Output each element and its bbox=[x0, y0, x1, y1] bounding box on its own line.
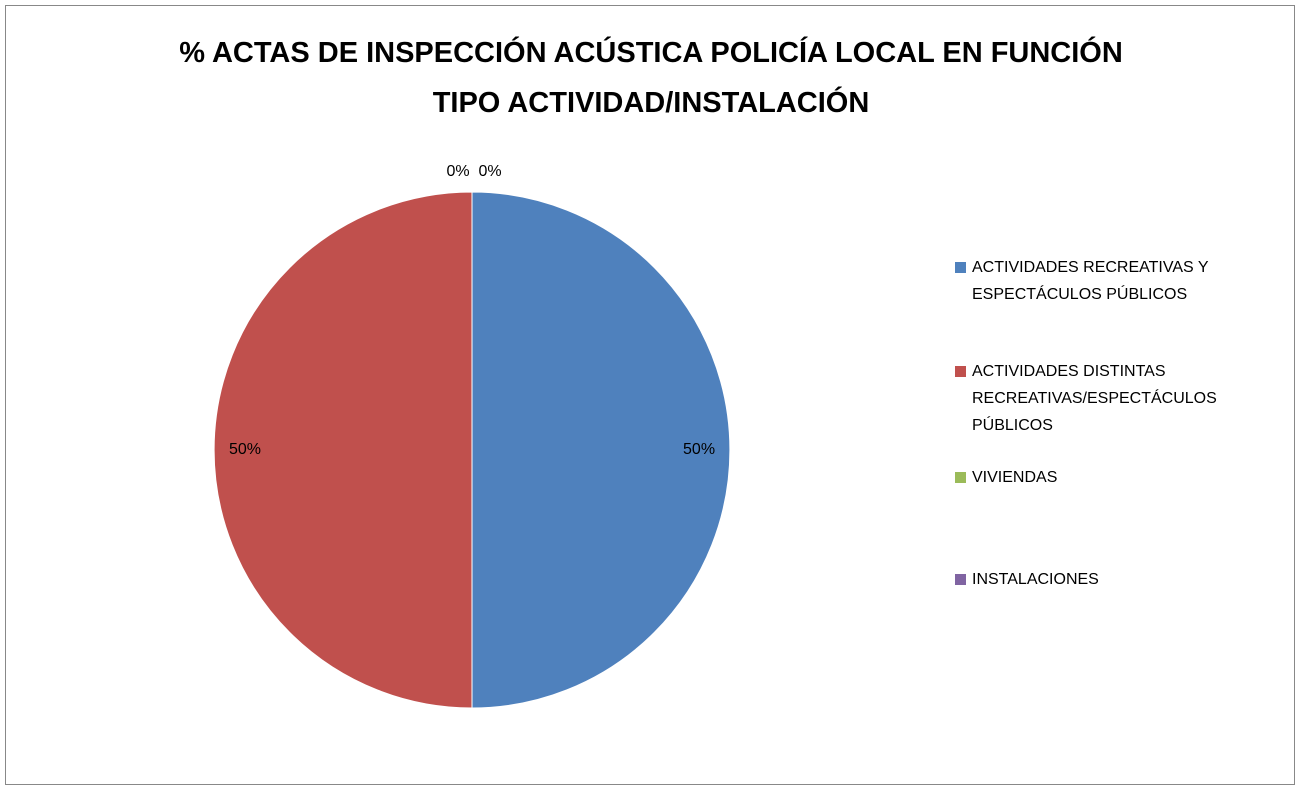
pie-slice bbox=[213, 191, 473, 709]
legend-label: ACTIVIDADES RECREATIVAS Y ESPECTÁCULOS P… bbox=[972, 259, 1209, 303]
data-label: 50% bbox=[683, 441, 715, 458]
data-label: 0% bbox=[446, 163, 469, 180]
legend-label: INSTALACIONES bbox=[972, 571, 1099, 588]
legend-swatch bbox=[955, 574, 966, 585]
legend-swatch bbox=[955, 262, 966, 273]
legend-label: ACTIVIDADES DISTINTAS RECREATIVAS/ESPECT… bbox=[972, 363, 1217, 434]
data-label: 50% bbox=[229, 441, 261, 458]
chart-title: % ACTAS DE INSPECCIÓN ACÚSTICA POLICÍA L… bbox=[179, 37, 1123, 119]
legend-swatch bbox=[955, 366, 966, 377]
pie-slice bbox=[471, 191, 731, 709]
data-label: 0% bbox=[478, 163, 501, 180]
legend-swatch bbox=[955, 472, 966, 483]
legend-label: VIVIENDAS bbox=[972, 469, 1058, 486]
